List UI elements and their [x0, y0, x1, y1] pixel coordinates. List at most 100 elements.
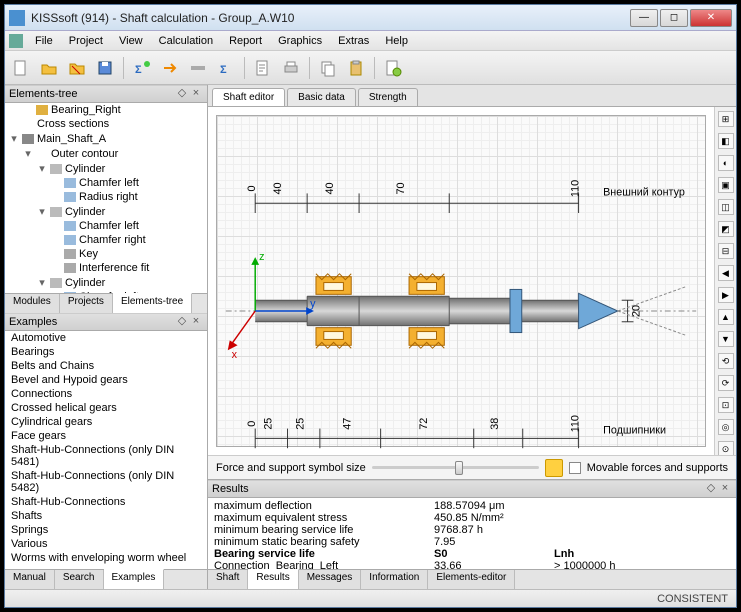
example-item[interactable]: Worms with enveloping worm wheel: [5, 551, 207, 565]
example-item[interactable]: Springs: [5, 523, 207, 537]
symbol-size-slider[interactable]: [372, 466, 539, 469]
side-tool-button[interactable]: ◫: [718, 199, 734, 215]
side-tool-button[interactable]: ▲: [718, 309, 734, 325]
slider-apply-button[interactable]: [545, 459, 563, 477]
tree-item[interactable]: Interference fit: [5, 261, 207, 275]
copy-button[interactable]: [316, 56, 340, 80]
new-button[interactable]: [9, 56, 33, 80]
tree-item[interactable]: Cross sections: [5, 117, 207, 131]
example-item[interactable]: Bearings: [5, 345, 207, 359]
tab-projects[interactable]: Projects: [60, 294, 113, 313]
side-tool-button[interactable]: ⟳: [718, 375, 734, 391]
examples-list[interactable]: AutomotiveBearingsBelts and ChainsBevel …: [5, 331, 207, 569]
menu-project[interactable]: Project: [61, 33, 111, 49]
tree-item[interactable]: Bearing_Right: [5, 103, 207, 117]
close-button[interactable]: ✕: [690, 9, 732, 27]
example-item[interactable]: Crossed helical gears: [5, 401, 207, 415]
menu-view[interactable]: View: [111, 33, 151, 49]
panel-float-button[interactable]: ◇: [704, 482, 718, 496]
app-icon: [9, 10, 25, 26]
tree-item[interactable]: ▾Cylinder: [5, 275, 207, 290]
tab-modules[interactable]: Modules: [5, 294, 60, 313]
side-tool-button[interactable]: ⊟: [718, 243, 734, 259]
tree-item[interactable]: Chamfer left: [5, 219, 207, 233]
side-tool-button[interactable]: ◎: [718, 419, 734, 435]
print-button[interactable]: [279, 56, 303, 80]
tree-item[interactable]: ▾Outer contour: [5, 146, 207, 161]
tree-item[interactable]: Chamfer left: [5, 176, 207, 190]
svg-text:47: 47: [341, 418, 353, 430]
menu-icon: [9, 34, 23, 48]
canvas[interactable]: zyx0404070110Внешний контур0252547723811…: [208, 107, 714, 455]
tab-results[interactable]: Results: [248, 569, 298, 589]
tree-item[interactable]: ▾Cylinder: [5, 204, 207, 219]
tab-shaft[interactable]: Shaft: [208, 570, 248, 589]
side-tool-button[interactable]: ◧: [718, 133, 734, 149]
menu-report[interactable]: Report: [221, 33, 270, 49]
example-item[interactable]: Various: [5, 537, 207, 551]
results-body[interactable]: maximum deflection188.57094 μmmaximum eq…: [208, 498, 736, 569]
side-tool-button[interactable]: ⊡: [718, 397, 734, 413]
calc-button[interactable]: Σ: [130, 56, 154, 80]
menubar: FileProjectViewCalculationReportGraphics…: [5, 31, 736, 51]
save-button[interactable]: [93, 56, 117, 80]
sigma-button[interactable]: Σ: [214, 56, 238, 80]
tree-item[interactable]: Chamfer right: [5, 233, 207, 247]
menu-extras[interactable]: Extras: [330, 33, 377, 49]
tree-item[interactable]: Radius right: [5, 190, 207, 204]
example-item[interactable]: Automotive: [5, 331, 207, 345]
example-item[interactable]: Face gears: [5, 429, 207, 443]
minimize-button[interactable]: —: [630, 9, 658, 27]
tab-elements-editor[interactable]: Elements-editor: [428, 570, 515, 589]
open-button[interactable]: [37, 56, 61, 80]
panel-float-button[interactable]: ◇: [175, 87, 189, 101]
menu-help[interactable]: Help: [377, 33, 416, 49]
side-tool-button[interactable]: ▣: [718, 177, 734, 193]
example-item[interactable]: Connections: [5, 387, 207, 401]
tab-information[interactable]: Information: [361, 570, 428, 589]
example-item[interactable]: Belts and Chains: [5, 359, 207, 373]
example-item[interactable]: Cylindrical gears: [5, 415, 207, 429]
paste-button[interactable]: [344, 56, 368, 80]
panel-float-button[interactable]: ◇: [175, 315, 189, 329]
side-tool-button[interactable]: ◐: [718, 155, 734, 171]
menu-file[interactable]: File: [27, 33, 61, 49]
open2-button[interactable]: [65, 56, 89, 80]
tree-item[interactable]: ▾Cylinder: [5, 161, 207, 176]
side-tool-button[interactable]: ▼: [718, 331, 734, 347]
tree-item[interactable]: ▾Main_Shaft_A: [5, 131, 207, 146]
tree-item[interactable]: Key: [5, 247, 207, 261]
panel-close-button[interactable]: ×: [189, 315, 203, 329]
panel-close-button[interactable]: ×: [718, 482, 732, 496]
editor-tab[interactable]: Shaft editor: [212, 88, 285, 106]
side-tool-button[interactable]: ⟲: [718, 353, 734, 369]
side-tool-button[interactable]: ⊙: [718, 441, 734, 455]
report-button[interactable]: [251, 56, 275, 80]
movable-checkbox[interactable]: [569, 462, 581, 474]
props-button[interactable]: [381, 56, 405, 80]
maximize-button[interactable]: ◻: [660, 9, 688, 27]
menu-calculation[interactable]: Calculation: [151, 33, 221, 49]
editor-tab[interactable]: Strength: [358, 88, 418, 106]
side-tool-button[interactable]: ◩: [718, 221, 734, 237]
panel-close-button[interactable]: ×: [189, 87, 203, 101]
tab-elements-tree[interactable]: Elements-tree: [113, 293, 192, 313]
tab-messages[interactable]: Messages: [299, 570, 362, 589]
shaft-button[interactable]: [186, 56, 210, 80]
editor-tab[interactable]: Basic data: [287, 88, 356, 106]
side-tool-button[interactable]: ◀: [718, 265, 734, 281]
tab-examples[interactable]: Examples: [104, 569, 165, 589]
side-tool-button[interactable]: ▶: [718, 287, 734, 303]
example-item[interactable]: Shaft-Hub-Connections: [5, 495, 207, 509]
elements-tree[interactable]: Bearing_RightCross sections▾Main_Shaft_A…: [5, 103, 207, 293]
tab-manual[interactable]: Manual: [5, 570, 55, 589]
menu-graphics[interactable]: Graphics: [270, 33, 330, 49]
svg-text:38: 38: [489, 418, 501, 430]
example-item[interactable]: Shaft-Hub-Connections (only DIN 5481): [5, 443, 207, 469]
side-tool-button[interactable]: ⊞: [718, 111, 734, 127]
tab-search[interactable]: Search: [55, 570, 104, 589]
example-item[interactable]: Shaft-Hub-Connections (only DIN 5482): [5, 469, 207, 495]
example-item[interactable]: Shafts: [5, 509, 207, 523]
arrow-button[interactable]: [158, 56, 182, 80]
example-item[interactable]: Bevel and Hypoid gears: [5, 373, 207, 387]
